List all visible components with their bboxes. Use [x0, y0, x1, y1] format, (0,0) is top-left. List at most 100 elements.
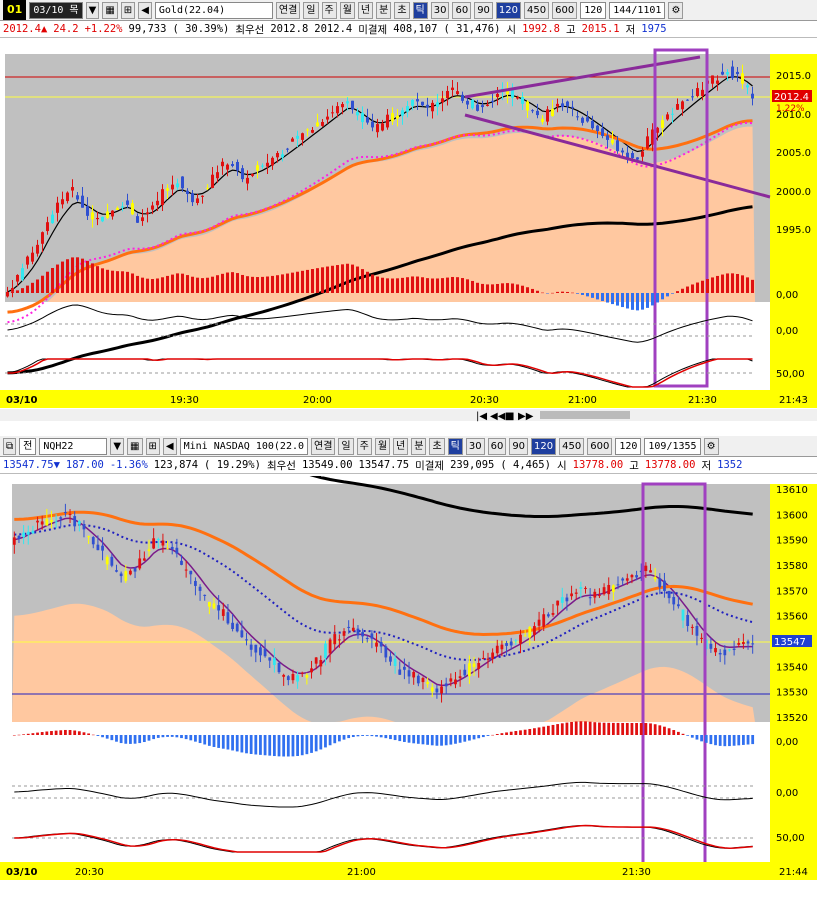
dropdown-icon[interactable]: ▼: [85, 1, 100, 19]
period-week[interactable]: 주: [321, 1, 337, 19]
symbol-field[interactable]: NQH22: [39, 437, 108, 455]
scroll-first-icon[interactable]: |◀: [476, 411, 487, 422]
settings-icon[interactable]: ⚙: [703, 437, 719, 455]
macd-bar: [356, 735, 360, 737]
macd-bar: [138, 735, 142, 744]
candle-body: [421, 678, 425, 683]
grid-icon[interactable]: ▦: [127, 437, 143, 455]
interval-select[interactable]: 120: [615, 437, 642, 455]
envelope-area: [5, 126, 755, 302]
interval-120[interactable]: 120: [495, 1, 522, 19]
interval-60[interactable]: 60: [452, 1, 472, 19]
zoom-icon[interactable]: ⊞: [120, 1, 136, 19]
period-conn[interactable]: 연결: [275, 1, 301, 19]
symbol-prefix[interactable]: 전: [19, 437, 37, 455]
candle-body: [625, 578, 629, 581]
settings-icon[interactable]: ⚙: [668, 1, 684, 19]
change-pct: -1.36%: [109, 459, 148, 471]
macd-bar: [61, 261, 64, 293]
link-icon[interactable]: ⧉: [3, 437, 17, 455]
trendline-lower: [464, 113, 771, 199]
period-conn[interactable]: 연결: [311, 437, 336, 455]
period-tick[interactable]: 틱: [412, 1, 428, 19]
date-tab[interactable]: 03/10 목: [29, 1, 83, 19]
page-count[interactable]: 109/1355: [644, 437, 701, 455]
gold-toolbar: 01 03/10 목 ▼ ▦ ⊞ ◀ Gold(22.04) 연결 일 주 월 …: [0, 0, 817, 21]
macd-bar: [621, 293, 624, 308]
macd-bar: [263, 735, 267, 756]
slow-ma-line: [14, 510, 753, 637]
osc-pane: [12, 772, 770, 822]
period-sec[interactable]: 초: [429, 437, 445, 455]
candle-body: [282, 674, 286, 677]
sound-icon[interactable]: ◀: [162, 437, 177, 455]
macd-bar: [656, 293, 659, 303]
interval-select[interactable]: 120: [580, 1, 607, 19]
interval-30[interactable]: 30: [430, 1, 450, 19]
macd-bar: [133, 735, 137, 744]
candle-body: [576, 116, 579, 118]
interval-30[interactable]: 30: [465, 437, 485, 455]
macd-bar: [41, 275, 44, 293]
candle-body: [16, 274, 19, 282]
candle-body: [671, 113, 674, 115]
macd-bar: [531, 288, 534, 293]
interval-600[interactable]: 600: [587, 437, 613, 455]
period-min[interactable]: 분: [411, 437, 427, 455]
macd-bar: [506, 283, 509, 293]
macd-bar: [672, 730, 676, 735]
period-min[interactable]: 분: [376, 1, 392, 19]
macd-bar: [718, 735, 722, 746]
candle-body: [384, 646, 388, 658]
macd-bar: [519, 730, 522, 735]
candle-body: [121, 206, 124, 208]
interval-90[interactable]: 90: [509, 437, 529, 455]
candle-body: [221, 161, 224, 167]
interval-90[interactable]: 90: [474, 1, 493, 19]
trailing-dots: [14, 523, 753, 662]
interval-60[interactable]: 60: [487, 437, 507, 455]
candle-body: [126, 200, 129, 205]
dropdown-icon[interactable]: ▼: [110, 437, 125, 455]
interval-600[interactable]: 600: [552, 1, 578, 19]
period-year[interactable]: 년: [393, 437, 409, 455]
interval-120[interactable]: 120: [531, 437, 557, 455]
oi-label: 미결제: [358, 23, 388, 36]
macd-bar: [514, 731, 518, 735]
macd-bar: [516, 284, 519, 293]
period-week[interactable]: 주: [356, 437, 372, 455]
period-sec[interactable]: 초: [394, 1, 410, 19]
nasdaq-chart-area[interactable]: 1361013600135901358013570135601355013540…: [0, 476, 817, 900]
scrollbar[interactable]: [0, 409, 817, 421]
period-day[interactable]: 일: [338, 437, 354, 455]
sound-icon[interactable]: ◀: [138, 1, 152, 19]
gold-chart-area[interactable]: 2015.0 2010.0 2005.0 2000.0 1995.0 2012.…: [0, 40, 817, 430]
candle-body: [531, 110, 534, 112]
macd-bar: [277, 735, 281, 757]
scroll-thumb[interactable]: [540, 411, 630, 419]
macd-bar: [407, 735, 411, 743]
interval-450[interactable]: 450: [559, 437, 585, 455]
macd-bar: [337, 735, 341, 742]
scroll-back-icon[interactable]: ◀◀: [490, 411, 506, 422]
period-month[interactable]: 월: [374, 437, 391, 455]
period-month[interactable]: 월: [339, 1, 355, 19]
macd-bar: [440, 735, 443, 746]
zoom-icon[interactable]: ⊞: [145, 437, 160, 455]
best-bid: 13549.00: [301, 459, 353, 471]
macd-bar: [261, 276, 264, 293]
candle-body: [381, 123, 384, 131]
symbol-field[interactable]: Gold(22.04): [154, 1, 273, 19]
candle-body: [663, 580, 666, 591]
period-day[interactable]: 일: [303, 1, 319, 19]
stop-icon[interactable]: ■: [505, 411, 514, 422]
macd-bar: [732, 735, 736, 746]
scroll-forward-icon[interactable]: ▶▶: [518, 411, 534, 422]
interval-450[interactable]: 450: [524, 1, 550, 19]
best-bid: 2012.8: [270, 23, 309, 35]
page-count[interactable]: 144/1101: [609, 1, 666, 19]
period-year[interactable]: 년: [357, 1, 374, 19]
grid-icon[interactable]: ▦: [102, 1, 118, 19]
period-tick[interactable]: 틱: [447, 437, 463, 455]
macd-bar: [751, 735, 755, 745]
